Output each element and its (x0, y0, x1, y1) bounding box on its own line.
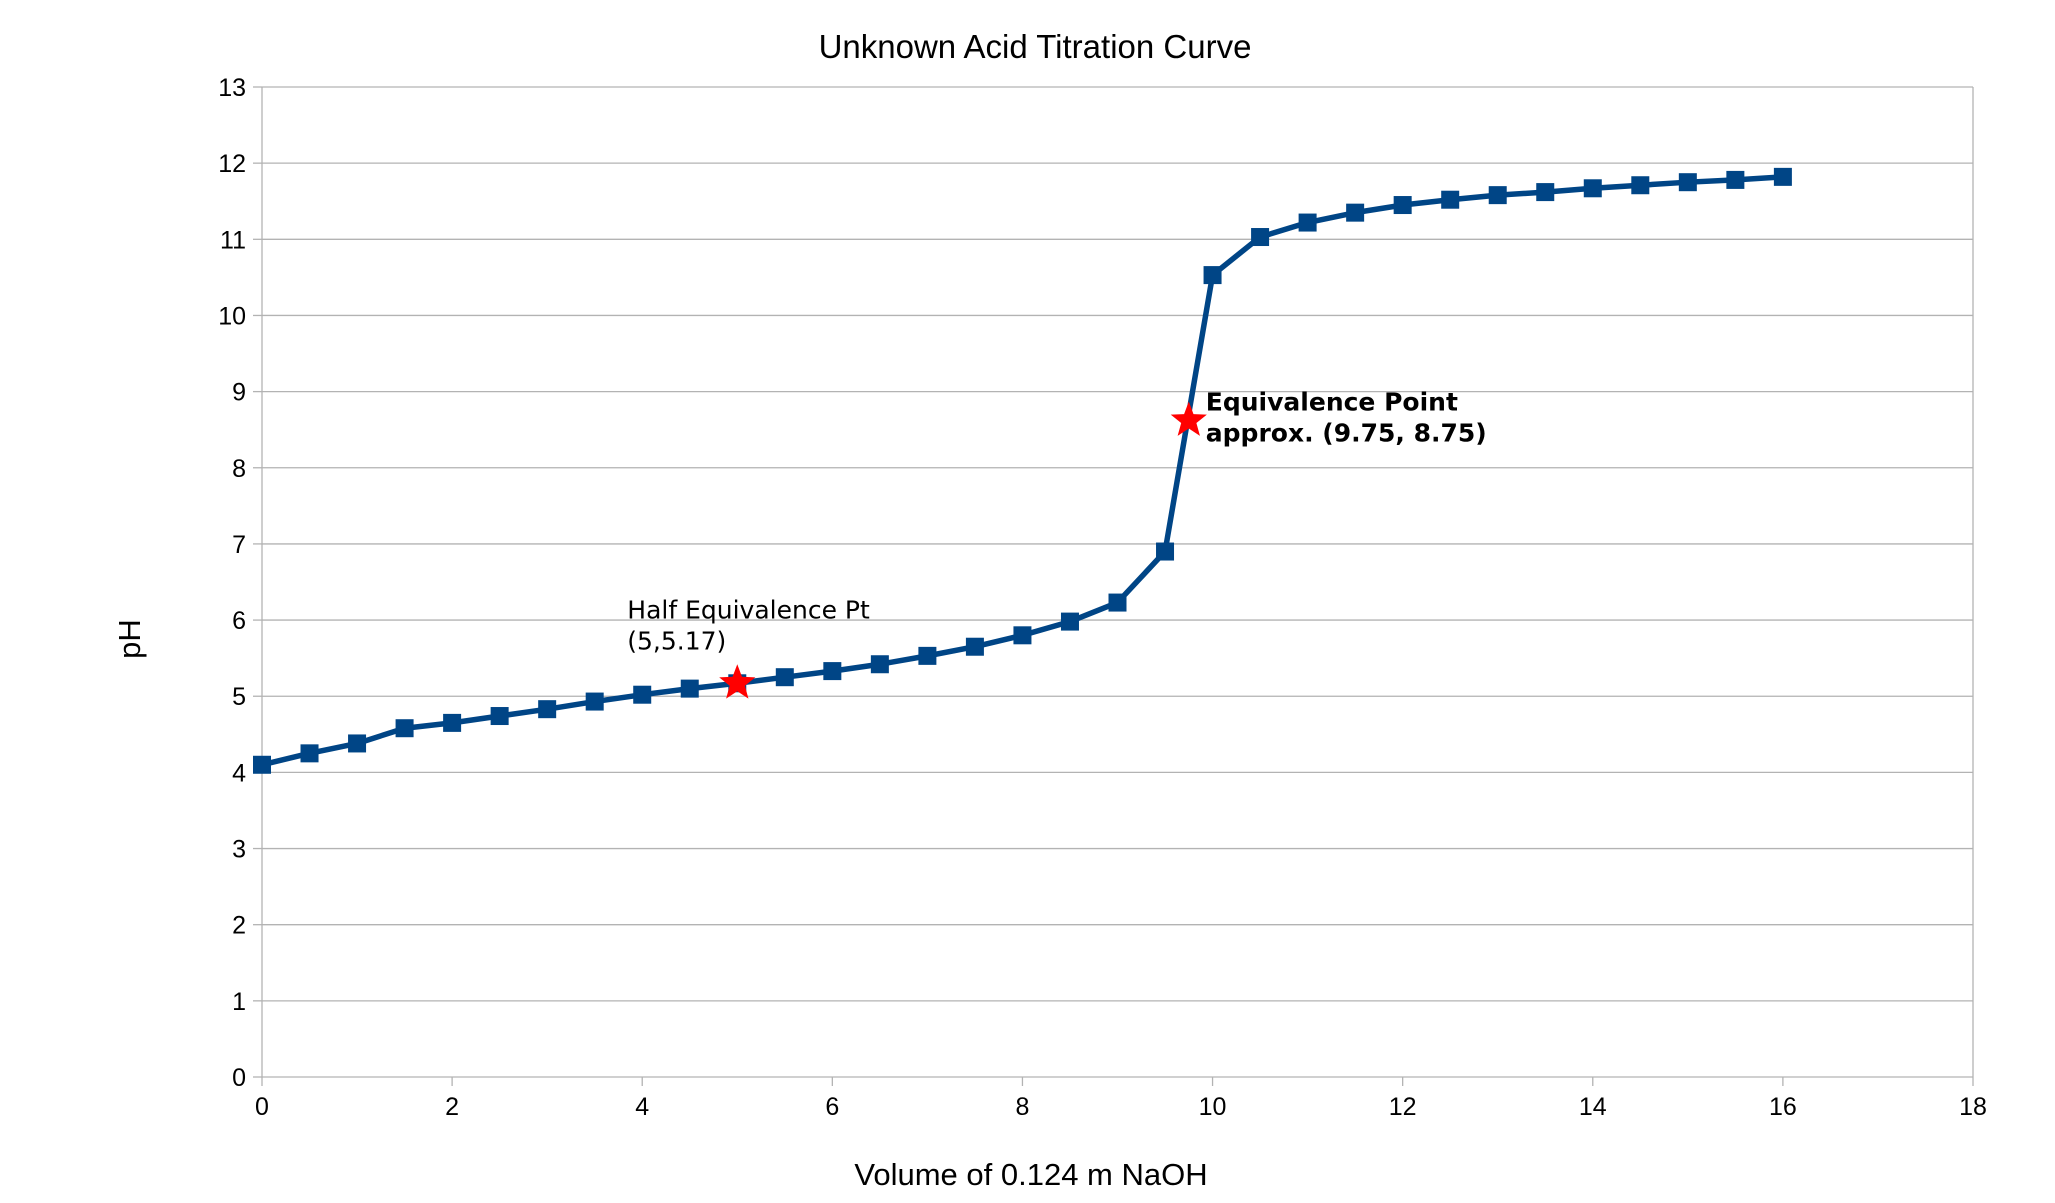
data-point (1678, 173, 1697, 192)
data-point (538, 700, 557, 719)
x-tick-label: 10 (1199, 1093, 1227, 1121)
data-point (300, 744, 319, 763)
annotation-label: Equivalence Point (1206, 388, 1458, 417)
data-point (633, 685, 652, 704)
data-point (1441, 190, 1460, 209)
y-tick-label: 2 (232, 912, 246, 940)
data-point (1251, 228, 1270, 247)
y-tick-label: 8 (232, 455, 246, 483)
data-point (1108, 593, 1127, 612)
grid-layer (262, 86, 1973, 1078)
chart-title: Unknown Acid Titration Curve (819, 28, 1252, 65)
x-tick-label: 4 (635, 1093, 649, 1121)
x-tick-label: 16 (1769, 1093, 1797, 1121)
data-point (823, 662, 842, 681)
x-tick-label: 12 (1389, 1093, 1417, 1121)
series-line (259, 174, 1786, 768)
annotation-label: Half Equivalence Pt (627, 595, 870, 624)
annotation-layer: Half Equivalence Pt(5,5.17) Equivalence P… (627, 388, 1487, 699)
x-tick-label: 8 (1015, 1093, 1029, 1121)
data-point (965, 637, 984, 656)
data-point (1060, 612, 1079, 631)
data-point (253, 755, 271, 774)
y-tick-label: 5 (232, 683, 246, 711)
y-axis-title: pH (112, 619, 147, 659)
annotation-star (1170, 401, 1207, 436)
y-tick-label: 0 (232, 1064, 246, 1092)
data-point (775, 668, 794, 687)
data-point (918, 646, 937, 665)
y-tick-label: 13 (218, 74, 246, 102)
series-layer (253, 167, 1792, 774)
annotation-label: approx. (9.75, 8.75) (1206, 419, 1487, 448)
data-point (1203, 266, 1222, 285)
data-point (348, 734, 367, 753)
data-point (1773, 167, 1792, 186)
data-point (1013, 626, 1032, 645)
data-point (1631, 176, 1650, 195)
y-tick-label: 10 (218, 302, 246, 330)
data-point (1346, 203, 1365, 222)
data-point (870, 655, 889, 674)
y-tick-label: 12 (218, 150, 246, 178)
y-tick-label: 7 (232, 531, 246, 559)
data-point (1583, 179, 1602, 198)
x-tick-label: 18 (1959, 1093, 1987, 1121)
y-tick-label: 1 (232, 988, 246, 1016)
x-tick-label: 6 (825, 1093, 839, 1121)
data-point (585, 692, 604, 711)
annotation-label: (5,5.17) (627, 626, 726, 655)
x-axis-title: Volume of 0.124 m NaOH (854, 1157, 1207, 1192)
data-point (1298, 213, 1317, 232)
annotation-star (719, 664, 756, 699)
y-tick-label: 3 (232, 836, 246, 864)
data-point (1536, 183, 1555, 202)
x-tick-label: 2 (445, 1093, 459, 1121)
data-point (443, 713, 462, 732)
data-point (490, 707, 509, 726)
x-tick-label: 0 (255, 1093, 269, 1121)
y-tick-label: 9 (232, 379, 246, 407)
y-tick-label: 11 (220, 226, 246, 254)
data-point (1488, 186, 1507, 205)
data-point (680, 679, 699, 698)
data-point (1393, 196, 1412, 215)
y-tick-label: 6 (232, 607, 246, 635)
data-point (1726, 170, 1745, 189)
data-point (1156, 542, 1175, 561)
data-point (395, 719, 414, 738)
y-tick-label: 4 (232, 759, 246, 787)
x-tick-label: 14 (1579, 1093, 1607, 1121)
